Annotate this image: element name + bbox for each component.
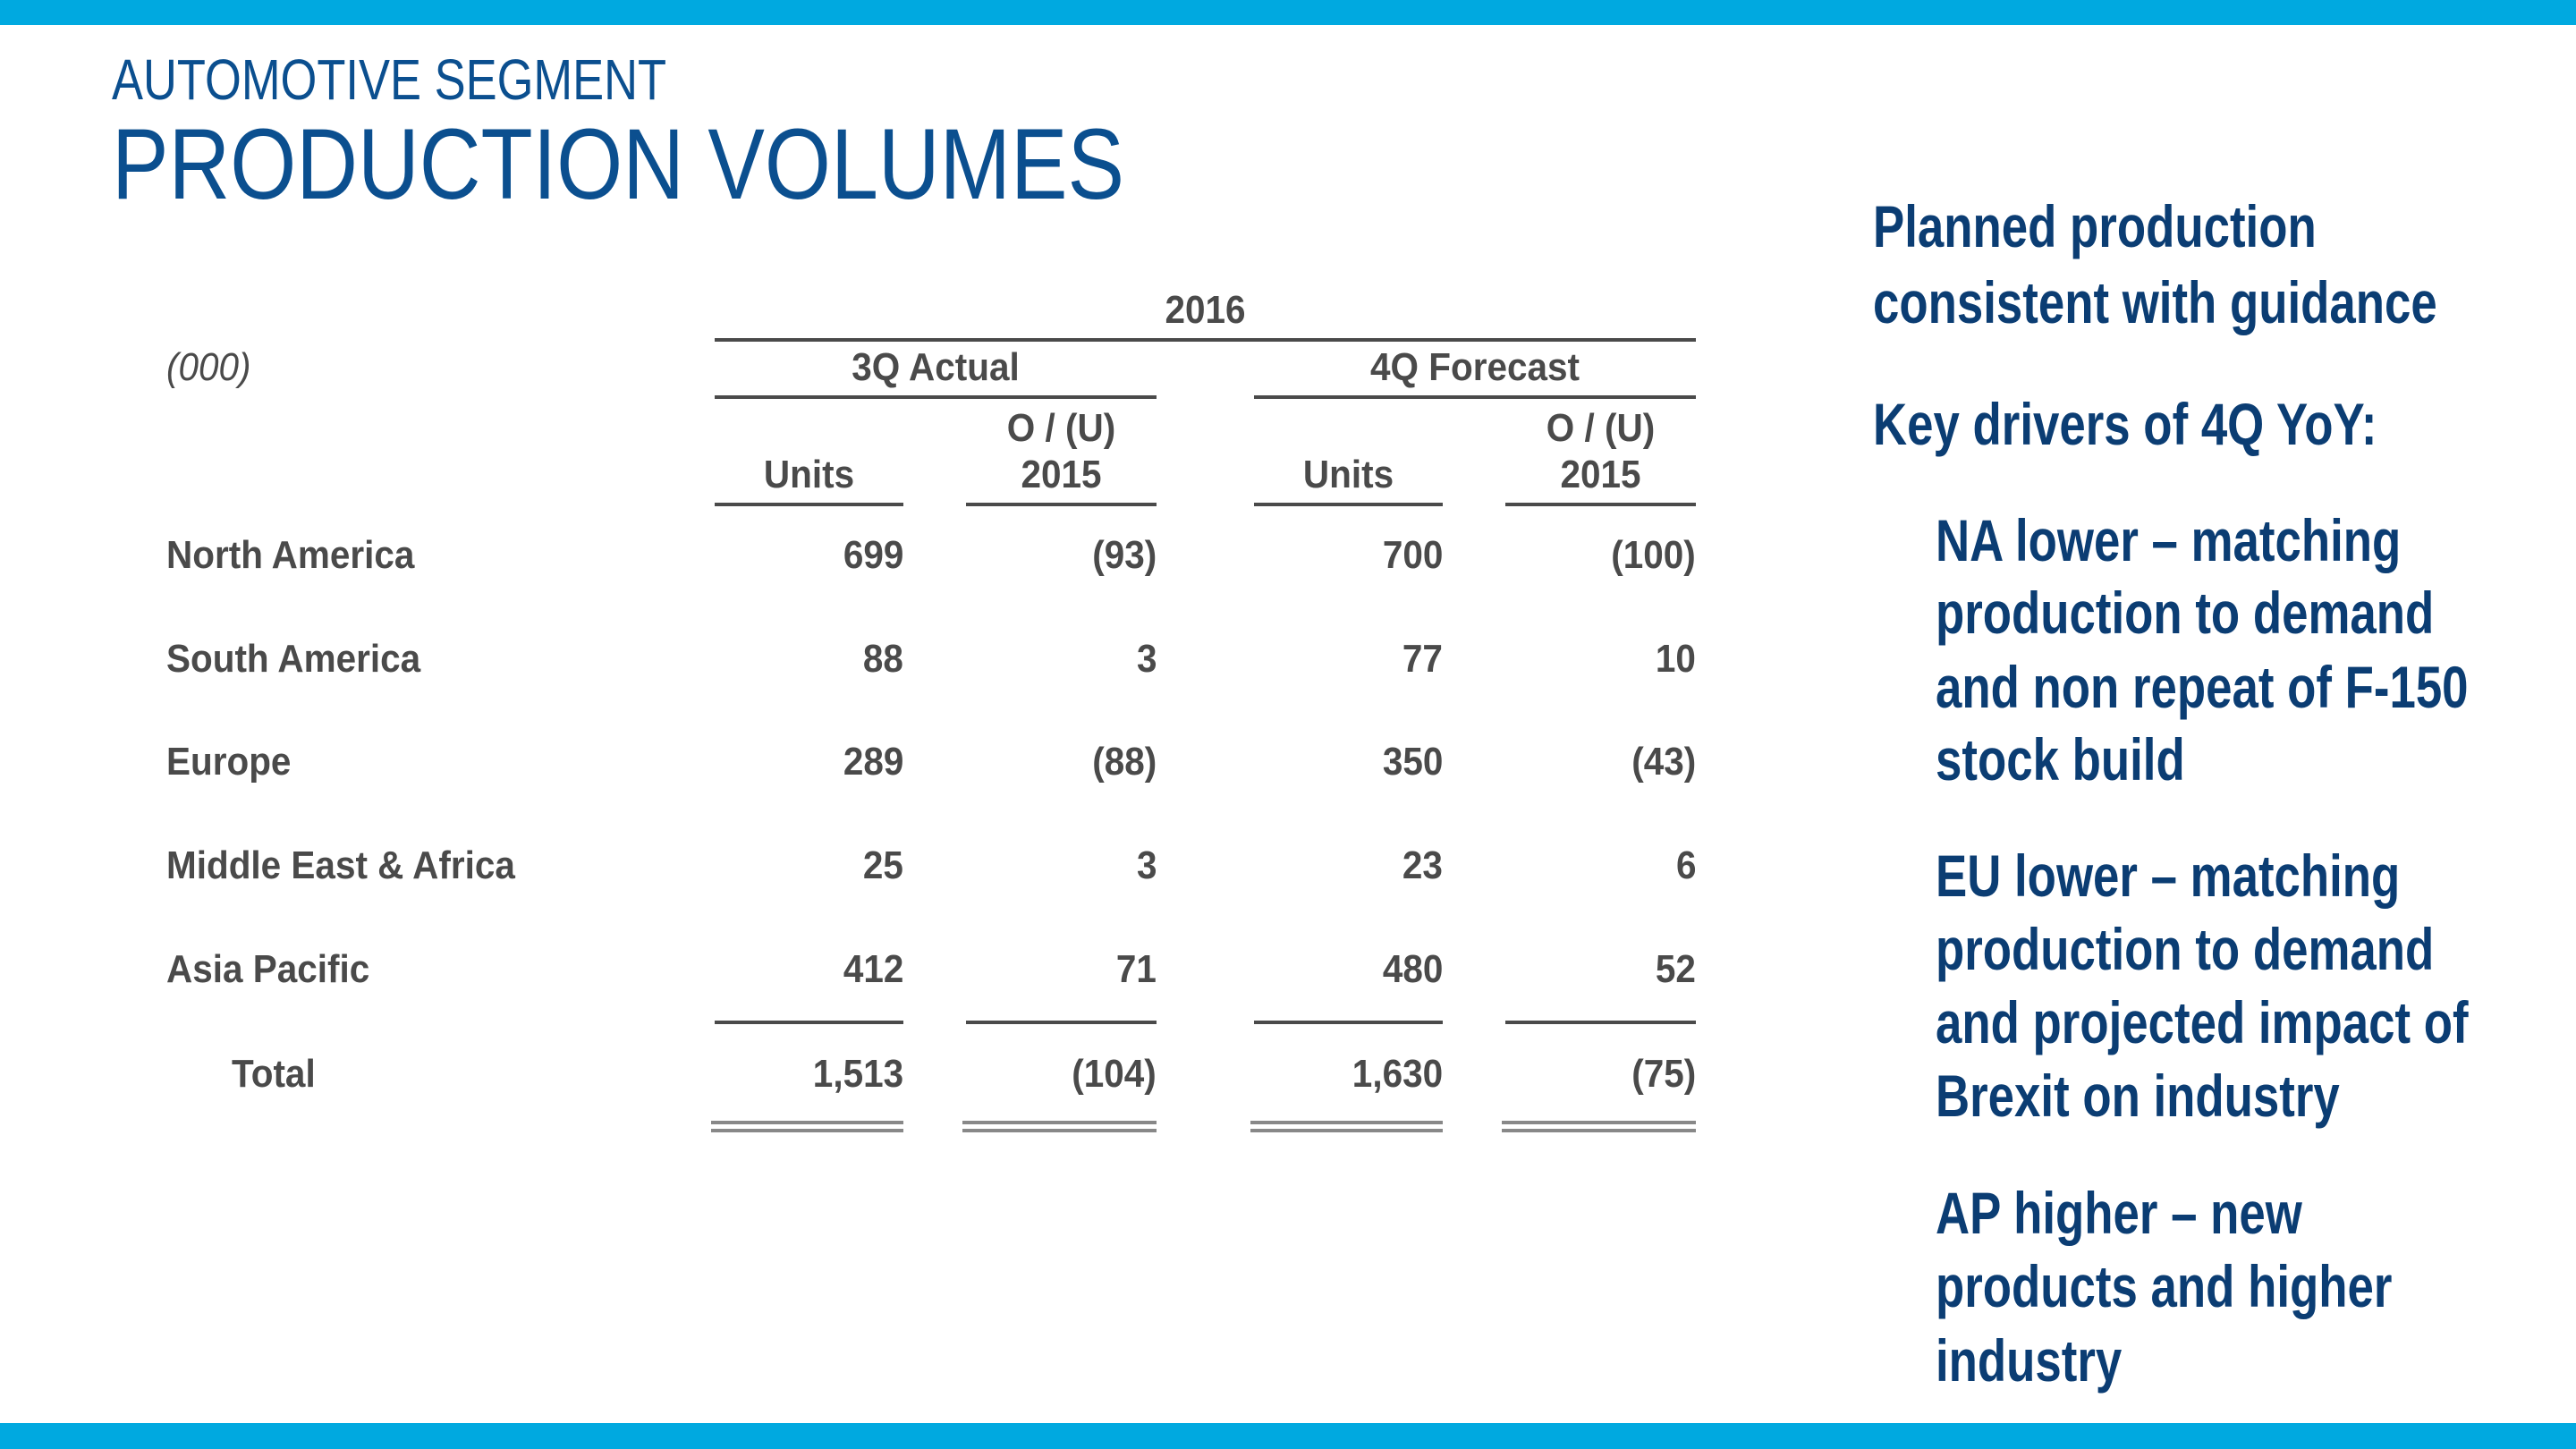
cell-value: 350 bbox=[1382, 740, 1443, 784]
cell-value: 412 bbox=[843, 947, 903, 991]
total-value: 1,630 bbox=[1352, 1052, 1443, 1096]
total-value: (75) bbox=[1631, 1052, 1696, 1096]
cell-value: (43) bbox=[1631, 740, 1696, 784]
row-label: Europe bbox=[166, 740, 292, 784]
total-double-rule bbox=[1502, 1121, 1696, 1132]
column-header-line1: O / (U) bbox=[1006, 406, 1116, 450]
cell-value: 88 bbox=[862, 637, 903, 681]
cell-value: 23 bbox=[1402, 843, 1443, 887]
cell-value: 77 bbox=[1402, 637, 1443, 681]
cell-value: 289 bbox=[843, 740, 903, 784]
column-header-line1: O / (U) bbox=[1546, 406, 1656, 450]
driver-text: EU lower – matching bbox=[1936, 843, 2401, 909]
cell-value: 6 bbox=[1675, 843, 1696, 887]
total-value: (104) bbox=[1072, 1052, 1157, 1096]
driver-text: stock build bbox=[1936, 726, 2185, 792]
driver-text: NA lower – matching bbox=[1936, 507, 2402, 573]
top-accent-bar bbox=[0, 0, 2576, 25]
subtotal-rule bbox=[715, 1021, 903, 1024]
year-rule bbox=[715, 338, 1696, 342]
commentary-heading: consistent with guidance bbox=[1873, 269, 2437, 335]
cell-value: 699 bbox=[843, 533, 903, 577]
driver-text: and projected impact of bbox=[1936, 989, 2469, 1055]
cell-value: (93) bbox=[1092, 533, 1157, 577]
group-header: 3Q Actual bbox=[852, 345, 1020, 389]
cell-value: 3 bbox=[1136, 843, 1157, 887]
column-rule bbox=[715, 503, 903, 506]
subtotal-rule bbox=[1254, 1021, 1443, 1024]
driver-text: production to demand bbox=[1936, 916, 2435, 982]
driver-text: industry bbox=[1936, 1327, 2123, 1394]
total-double-rule bbox=[962, 1121, 1157, 1132]
cell-value: (100) bbox=[1611, 533, 1696, 577]
cell-value: (88) bbox=[1092, 740, 1157, 784]
column-rule bbox=[1505, 503, 1696, 506]
group-header: 4Q Forecast bbox=[1370, 345, 1580, 389]
column-header: Units bbox=[1302, 453, 1394, 496]
column-header: Units bbox=[763, 453, 855, 496]
driver-text: AP higher – new bbox=[1936, 1180, 2302, 1246]
column-header: 2015 bbox=[1021, 453, 1102, 496]
driver-text: and non repeat of F-150 bbox=[1936, 654, 2469, 720]
cell-value: 52 bbox=[1655, 947, 1696, 991]
total-double-rule bbox=[711, 1121, 903, 1132]
row-label: Middle East & Africa bbox=[166, 843, 515, 887]
column-header: 2015 bbox=[1560, 453, 1641, 496]
driver-text: Brexit on industry bbox=[1936, 1063, 2340, 1129]
unit-label: (000) bbox=[166, 345, 251, 389]
commentary-heading: Planned production bbox=[1873, 193, 2317, 259]
group-rule bbox=[715, 395, 1157, 399]
drivers-heading: Key drivers of 4Q YoY: bbox=[1873, 391, 2377, 457]
subtotal-rule bbox=[1505, 1021, 1696, 1024]
total-value: 1,513 bbox=[812, 1052, 903, 1096]
total-label: Total bbox=[232, 1052, 316, 1096]
cell-value: 71 bbox=[1115, 947, 1157, 991]
subtotal-rule bbox=[966, 1021, 1157, 1024]
slide-subtitle: AUTOMOTIVE SEGMENT bbox=[112, 47, 667, 112]
column-rule bbox=[1254, 503, 1443, 506]
driver-text: products and higher bbox=[1936, 1253, 2393, 1319]
row-label: North America bbox=[166, 533, 415, 577]
group-rule bbox=[1254, 395, 1696, 399]
year-header: 2016 bbox=[1165, 288, 1246, 332]
row-label: South America bbox=[166, 637, 421, 681]
cell-value: 3 bbox=[1136, 637, 1157, 681]
cell-value: 700 bbox=[1382, 533, 1443, 577]
row-label: Asia Pacific bbox=[166, 947, 370, 991]
cell-value: 10 bbox=[1655, 637, 1696, 681]
total-double-rule bbox=[1250, 1121, 1443, 1132]
driver-text: production to demand bbox=[1936, 580, 2435, 646]
slide-title: PRODUCTION VOLUMES bbox=[112, 108, 1124, 220]
cell-value: 25 bbox=[862, 843, 903, 887]
column-rule bbox=[966, 503, 1157, 506]
bottom-accent-bar bbox=[0, 1423, 2576, 1449]
cell-value: 480 bbox=[1382, 947, 1443, 991]
